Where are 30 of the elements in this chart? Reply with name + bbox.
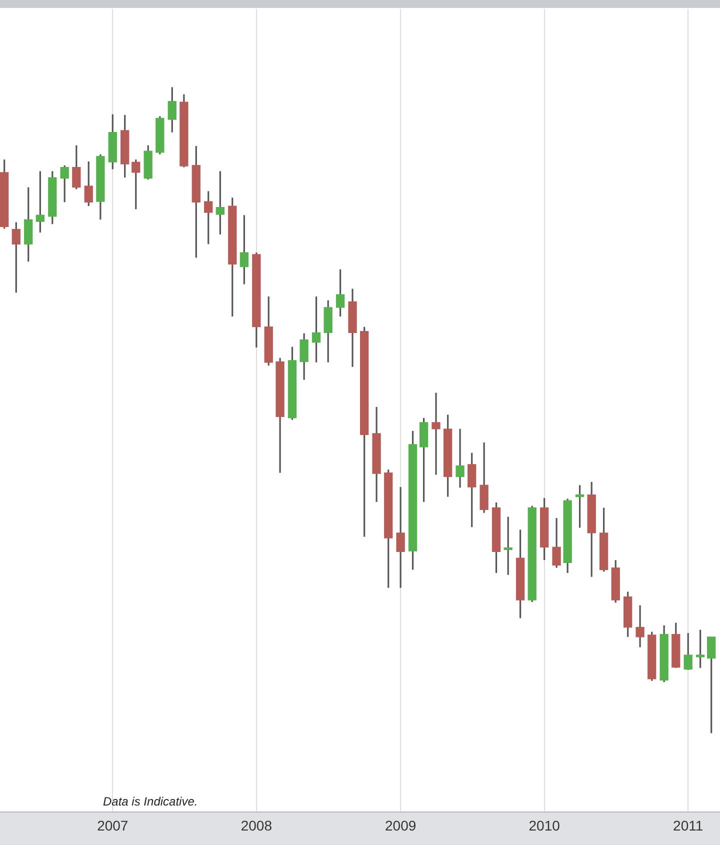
- x-tick-label: 2007: [97, 817, 128, 834]
- candlestick: [300, 332, 308, 381]
- candlestick: [36, 170, 45, 234]
- candlestick: [575, 484, 584, 529]
- candlestick: [60, 164, 69, 203]
- candlestick: [72, 144, 81, 190]
- candlestick: [636, 604, 644, 648]
- candlestick: [707, 636, 716, 734]
- candlestick: [204, 190, 213, 245]
- candlestick: [504, 516, 512, 576]
- candlestick: [552, 517, 561, 569]
- x-tick-label: 2011: [673, 817, 704, 834]
- text: Data is Indicative.: [103, 794, 198, 808]
- x-tick-label: 2008: [240, 817, 272, 834]
- candlestick: [12, 221, 20, 294]
- candlestick: [432, 392, 440, 476]
- x-tick-label: 2010: [528, 817, 560, 834]
- candlestick: [216, 170, 225, 236]
- candlestick: [312, 296, 321, 364]
- x-tick-label: 2009: [384, 817, 416, 834]
- candlestick: [168, 86, 176, 134]
- candlestick: [456, 428, 464, 488]
- candlestick: [696, 629, 705, 669]
- candlestick: [468, 452, 476, 528]
- candlestick: [132, 158, 140, 210]
- candlestick: [84, 160, 93, 207]
- candlestick: [396, 486, 405, 589]
- candlestick: [684, 632, 692, 671]
- candlestick: [336, 268, 345, 318]
- candlestick: [240, 214, 249, 286]
